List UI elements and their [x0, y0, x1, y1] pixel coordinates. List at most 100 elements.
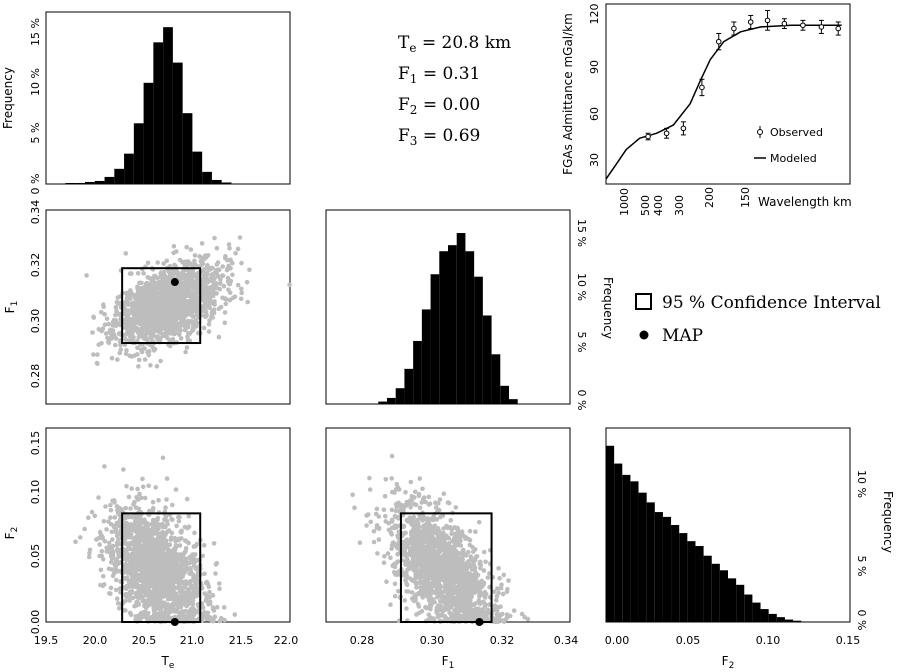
- scatter-point: [155, 260, 160, 265]
- scatter-point: [144, 530, 150, 535]
- scatter-point: [175, 270, 180, 275]
- scatter-point: [194, 295, 199, 301]
- scatter-point: [447, 525, 453, 530]
- scatter-point: [186, 540, 191, 546]
- scatter-point: [364, 523, 369, 528]
- scatter-point: [136, 357, 142, 363]
- scatter-point: [176, 536, 181, 542]
- scatter-point: [238, 296, 244, 302]
- scatter-point: [141, 298, 146, 303]
- scatter-point: [186, 524, 192, 529]
- scatter-point: [98, 582, 103, 588]
- ci-legend-label: 95 % Confidence Interval: [662, 293, 881, 313]
- scatter-point: [407, 501, 413, 507]
- scatter-point: [142, 357, 148, 362]
- scatter-point: [188, 565, 193, 571]
- scatter-point: [146, 316, 152, 322]
- scatter-point: [122, 541, 128, 546]
- scatter-point: [207, 305, 212, 311]
- scatter-point: [439, 593, 445, 598]
- scatter-point: [427, 595, 433, 601]
- scatter-point: [110, 537, 115, 542]
- scatter-point: [127, 271, 133, 276]
- scatter-point: [156, 299, 161, 305]
- scatter-point: [176, 305, 181, 310]
- scatter-point: [170, 587, 175, 593]
- scatter-point: [481, 568, 487, 573]
- scatter-point: [137, 544, 143, 549]
- scatter-point: [171, 296, 176, 302]
- scatter-point: [211, 310, 217, 316]
- scatter-point: [200, 553, 205, 559]
- panel-te-histogram: 0 % 5 % 10 % 15 % Frequency: [1, 11, 291, 194]
- scatter-point: [187, 284, 192, 289]
- scatter-point: [165, 612, 170, 618]
- scatter-point: [131, 561, 137, 566]
- scatter-point: [150, 330, 156, 335]
- f2-value: = 0.00: [417, 95, 480, 115]
- scatter-point: [197, 254, 202, 259]
- scatter-point: [176, 284, 181, 289]
- scatter-point: [150, 542, 156, 548]
- observed-point: [680, 125, 687, 132]
- scatter-point: [161, 589, 166, 595]
- scatter-point: [162, 557, 167, 563]
- scatter-point: [177, 328, 183, 334]
- scatter-point: [142, 286, 148, 291]
- scatter-point: [185, 338, 191, 343]
- scatter-point: [217, 581, 222, 586]
- scatter-point: [219, 615, 224, 621]
- scatter-point: [130, 595, 135, 601]
- scatter-point: [367, 475, 372, 481]
- scatter-point: [404, 537, 410, 542]
- scatter-point: [214, 245, 220, 251]
- scatter-point: [164, 576, 169, 582]
- scatter-point: [86, 515, 91, 520]
- scatter-point: [168, 572, 173, 577]
- scatter-point: [171, 579, 177, 585]
- scatter-point: [104, 545, 109, 551]
- f2-subscript: 2: [410, 103, 418, 117]
- scatter-point: [150, 532, 155, 537]
- panel-f1-f2-scatter: 0.28 0.30 0.32 0.34 F1: [325, 427, 578, 671]
- scatter-point: [143, 590, 148, 595]
- scatter-point: [113, 587, 119, 593]
- scatter-point: [135, 271, 141, 276]
- scatter-point: [139, 495, 144, 501]
- scatter-point: [96, 495, 101, 500]
- scatter-point: [167, 594, 172, 599]
- scatter-point: [511, 608, 517, 613]
- scatter-point: [149, 298, 155, 304]
- scatter-point: [135, 516, 141, 521]
- histogram-bar: [192, 151, 203, 184]
- scatter-point: [110, 323, 116, 328]
- observed-point: [818, 24, 825, 30]
- scatter-point: [428, 606, 433, 612]
- scatter-point: [128, 540, 134, 546]
- scatter-point: [158, 274, 163, 280]
- scatter-point: [414, 612, 419, 617]
- scatter-point: [194, 306, 200, 312]
- scatter-point: [134, 548, 140, 553]
- scatter-point: [149, 561, 155, 566]
- scatter-point: [450, 578, 455, 584]
- observed-point: [835, 25, 842, 32]
- scatter-point: [184, 291, 189, 297]
- scatter-point: [101, 519, 107, 524]
- scatter-point: [204, 275, 209, 280]
- scatter-point: [244, 279, 250, 285]
- scatter-point: [191, 544, 197, 549]
- scatter-point: [129, 329, 135, 335]
- scatter-point: [226, 242, 232, 247]
- scatter-point: [217, 286, 223, 292]
- scatter-point: [167, 325, 172, 331]
- scatter-point: [182, 327, 188, 333]
- scatter-point: [140, 318, 146, 324]
- scatter-point: [99, 309, 104, 315]
- scatter-point: [202, 293, 208, 299]
- observed-point: [731, 25, 737, 32]
- scatter-point: [412, 489, 418, 495]
- scatter-point: [214, 605, 220, 610]
- scatter-point: [190, 553, 196, 559]
- panel-te-f2-scatter: 0.00 0.05 0.10 0.15 F2 19.5 20.0 20.5 21…: [3, 427, 298, 671]
